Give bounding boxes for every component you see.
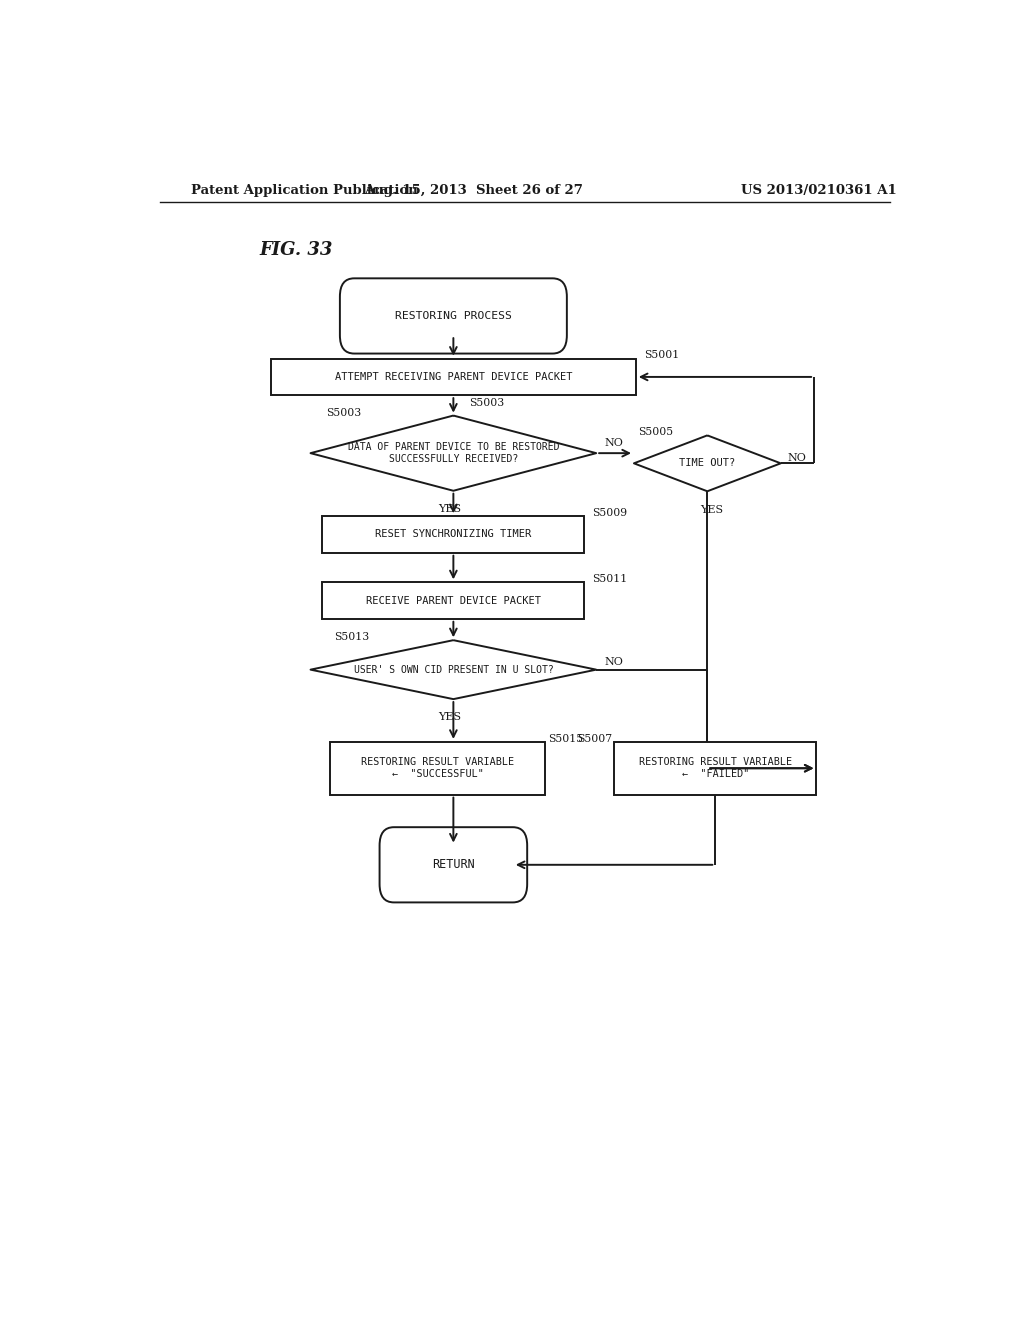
Text: NO: NO bbox=[787, 453, 806, 463]
Text: NO: NO bbox=[604, 656, 623, 667]
Text: YES: YES bbox=[438, 713, 461, 722]
Text: RESTORING RESULT VARIABLE
←  "FAILED": RESTORING RESULT VARIABLE ← "FAILED" bbox=[639, 758, 792, 779]
Text: DATA OF PARENT DEVICE TO BE RESTORED
SUCCESSFULLY RECEIVED?: DATA OF PARENT DEVICE TO BE RESTORED SUC… bbox=[347, 442, 559, 463]
Text: S5005: S5005 bbox=[638, 428, 673, 437]
Text: Aug. 15, 2013  Sheet 26 of 27: Aug. 15, 2013 Sheet 26 of 27 bbox=[364, 185, 583, 198]
Text: YES: YES bbox=[699, 504, 723, 515]
Text: S5011: S5011 bbox=[592, 574, 628, 585]
Text: YES: YES bbox=[438, 504, 461, 513]
Text: US 2013/0210361 A1: US 2013/0210361 A1 bbox=[740, 185, 896, 198]
Text: RESTORING PROCESS: RESTORING PROCESS bbox=[395, 312, 512, 321]
Text: S5015: S5015 bbox=[549, 734, 584, 743]
Text: S5003: S5003 bbox=[469, 399, 505, 408]
Text: S5007: S5007 bbox=[578, 734, 612, 743]
FancyBboxPatch shape bbox=[323, 516, 585, 553]
Text: RESET SYNCHRONIZING TIMER: RESET SYNCHRONIZING TIMER bbox=[375, 529, 531, 540]
FancyBboxPatch shape bbox=[270, 359, 636, 395]
Text: RECEIVE PARENT DEVICE PACKET: RECEIVE PARENT DEVICE PACKET bbox=[366, 595, 541, 606]
Text: RESTORING RESULT VARIABLE
←  "SUCCESSFUL": RESTORING RESULT VARIABLE ← "SUCCESSFUL" bbox=[360, 758, 514, 779]
Text: S5013: S5013 bbox=[334, 632, 370, 642]
Text: RETURN: RETURN bbox=[432, 858, 475, 871]
FancyBboxPatch shape bbox=[331, 742, 545, 795]
FancyBboxPatch shape bbox=[340, 279, 567, 354]
FancyBboxPatch shape bbox=[614, 742, 816, 795]
Text: S5009: S5009 bbox=[592, 508, 628, 519]
Text: S5003: S5003 bbox=[327, 408, 361, 417]
FancyBboxPatch shape bbox=[323, 582, 585, 619]
Text: TIME OUT?: TIME OUT? bbox=[679, 458, 735, 469]
Text: S5001: S5001 bbox=[644, 350, 679, 359]
FancyBboxPatch shape bbox=[380, 828, 527, 903]
Text: USER' S OWN CID PRESENT IN U SLOT?: USER' S OWN CID PRESENT IN U SLOT? bbox=[353, 665, 553, 675]
Text: NO: NO bbox=[604, 438, 623, 447]
Text: FIG. 33: FIG. 33 bbox=[259, 240, 333, 259]
Text: ATTEMPT RECEIVING PARENT DEVICE PACKET: ATTEMPT RECEIVING PARENT DEVICE PACKET bbox=[335, 372, 572, 381]
Text: Patent Application Publication: Patent Application Publication bbox=[191, 185, 418, 198]
